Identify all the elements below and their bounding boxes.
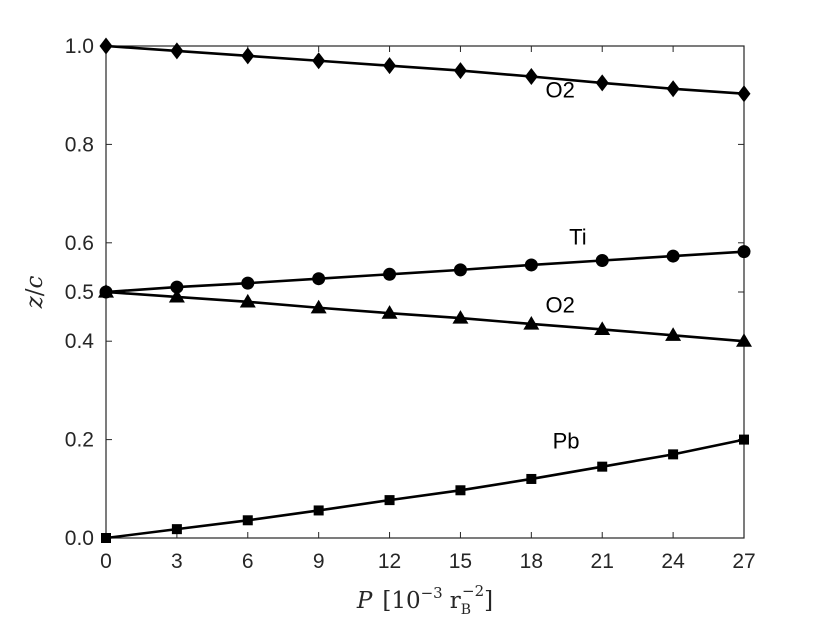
y-tick-label: 0.6: [65, 232, 94, 255]
y-axis-title: z/c: [22, 276, 48, 310]
x-axis-title-symbol: P: [356, 588, 373, 614]
y-axis-title-slash: /: [22, 288, 48, 296]
y-tick-label: 0.2: [65, 429, 94, 452]
series-square: [101, 434, 749, 543]
x-tick-label: 12: [378, 550, 401, 573]
data-point-diamond: [666, 80, 680, 98]
x-tick-label: 21: [591, 550, 614, 573]
series-triangle: [98, 284, 752, 347]
y-tick-label: 0.8: [65, 133, 94, 156]
data-point-diamond: [595, 74, 609, 92]
x-tick-label: 3: [171, 550, 183, 573]
series-labels: O2 Ti O2 Pb: [546, 78, 587, 454]
series-label: O2: [546, 293, 575, 318]
x-tick-label: 0: [100, 550, 112, 573]
data-point-diamond: [524, 68, 538, 86]
data-point-square: [597, 461, 608, 472]
data-point-square: [313, 505, 324, 516]
y-tick-label: 0.5: [65, 281, 94, 304]
y-tick-label: 0.4: [65, 330, 95, 353]
data-point-circle: [524, 258, 538, 272]
data-point-diamond: [99, 37, 113, 55]
x-axis-title: P [10−3 rB −2]: [356, 582, 493, 617]
data-point-diamond: [453, 62, 467, 80]
x-axis-title-unit-subscript: B: [461, 602, 471, 617]
data-point-square: [101, 533, 111, 543]
data-point-triangle: [736, 333, 752, 347]
x-tick-label: 15: [449, 550, 472, 573]
data-point-circle: [241, 276, 255, 290]
data-point-triangle: [381, 305, 398, 319]
series-label: Ti: [569, 224, 587, 249]
data-point-triangle: [452, 310, 469, 324]
y-tick-label: 1.0: [65, 35, 94, 58]
data-point-triangle: [239, 293, 256, 308]
data-point-diamond: [737, 85, 751, 103]
x-axis-title-unit: r: [450, 588, 461, 614]
data-point-triangle: [523, 315, 540, 330]
data-point-circle: [170, 280, 184, 294]
data-point-triangle: [594, 321, 611, 335]
x-tick-label: 6: [242, 550, 254, 573]
plot-frame: [105, 45, 745, 539]
series-line: [105, 290, 745, 343]
x-axis-title-bracket-open: [: [382, 588, 391, 614]
data-point-circle: [595, 254, 609, 268]
series-label: Pb: [553, 428, 580, 453]
data-point-square: [242, 515, 253, 526]
data-point-circle: [312, 272, 326, 286]
x-tick-label: 9: [313, 550, 325, 573]
data-point-triangle: [168, 288, 185, 303]
x-tick-label: 18: [520, 550, 543, 573]
x-axis-title-unit-exponent: −2: [462, 582, 484, 600]
series-circle: [99, 245, 751, 299]
data-point-square: [455, 485, 466, 496]
data-point-triangle: [665, 327, 682, 341]
data-point-triangle: [98, 284, 114, 298]
data-point-circle: [666, 249, 680, 263]
series-line: [105, 438, 745, 540]
data-point-diamond: [383, 57, 397, 75]
x-axis-title-bracket-close: ]: [484, 588, 493, 614]
data-point-square: [526, 473, 537, 484]
data-point-square: [171, 524, 182, 535]
data-point-circle: [737, 245, 751, 259]
data-point-circle: [453, 263, 467, 277]
series-label: O2: [546, 78, 575, 103]
data-point-circle: [383, 267, 397, 281]
x-tick-label: 24: [661, 550, 685, 573]
x-axis-title-mantissa: 10: [391, 588, 420, 614]
x-tick-label: 27: [732, 550, 755, 573]
y-tick-label: 0.0: [65, 527, 94, 550]
y-axis-title-denominator: c: [22, 276, 48, 289]
data-point-square: [384, 495, 395, 506]
data-point-diamond: [241, 47, 255, 65]
data-point-triangle: [310, 299, 327, 314]
data-point-diamond: [170, 42, 184, 60]
series-diamond: [99, 37, 751, 103]
series-line: [105, 250, 745, 294]
x-axis-title-exponent: −3: [421, 584, 443, 602]
series-line: [105, 44, 745, 96]
data-point-square: [739, 434, 749, 445]
axes: 0 3 6 9 12 15 18 21 24 27 0.0 0.2 0.4 0.5 0.6 0.8 1.0: [65, 35, 756, 573]
y-axis-title-numerator: z: [22, 295, 48, 309]
data-point-diamond: [312, 52, 326, 70]
data-point-square: [668, 449, 679, 460]
series-group: [98, 37, 752, 543]
